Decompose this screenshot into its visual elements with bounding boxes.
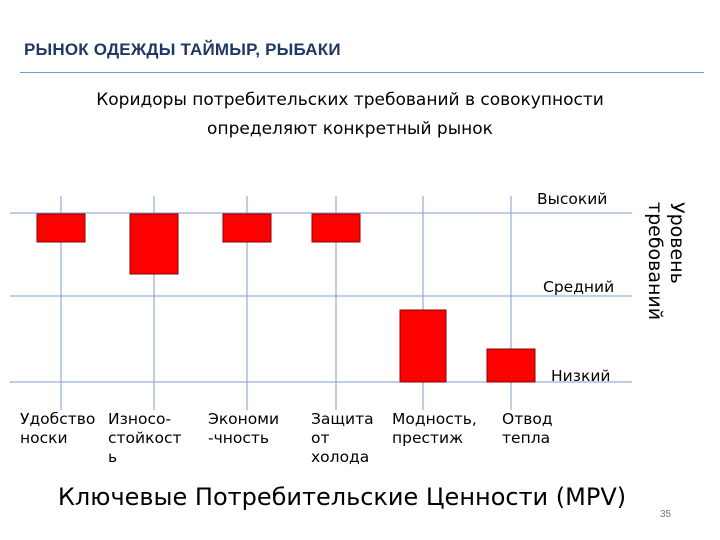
- slide-title: РЫНОК ОДЕЖДЫ ТАЙМЫР, РЫБАКИ: [24, 40, 341, 59]
- category-label-economy: Экономи -чность: [208, 410, 280, 447]
- category-label-fashion: Модность, престиж: [392, 410, 477, 447]
- corridor-bar-4: [399, 309, 447, 383]
- footer-title: Ключевые Потребительские Ценности (МРV): [57, 483, 627, 511]
- corridor-bar-1: [129, 213, 179, 275]
- level-label-high: Высокий: [537, 190, 608, 208]
- category-label-cold-protection: Защита от холода: [311, 410, 374, 466]
- corridor-bars: [36, 213, 536, 383]
- title-underline: [20, 72, 704, 73]
- slide-subtitle: Коридоры потребительских требований в со…: [96, 90, 604, 139]
- corridor-bar-3: [311, 213, 361, 243]
- category-label-comfort: Удобство носки: [20, 410, 96, 447]
- corridor-bar-2: [222, 213, 272, 243]
- category-label-durability: Износо- стойкост ь: [108, 410, 182, 466]
- axis-title-requirement-level: Уровень требований: [644, 202, 688, 321]
- category-label-heat-removal: Отвод тепла: [502, 410, 553, 447]
- corridor-bar-5: [486, 348, 536, 383]
- corridor-bar-0: [36, 213, 86, 243]
- grid-lines: [10, 196, 632, 410]
- page-number: 35: [660, 509, 672, 520]
- level-label-low: Низкий: [551, 367, 611, 385]
- level-label-medium: Средний: [543, 278, 615, 296]
